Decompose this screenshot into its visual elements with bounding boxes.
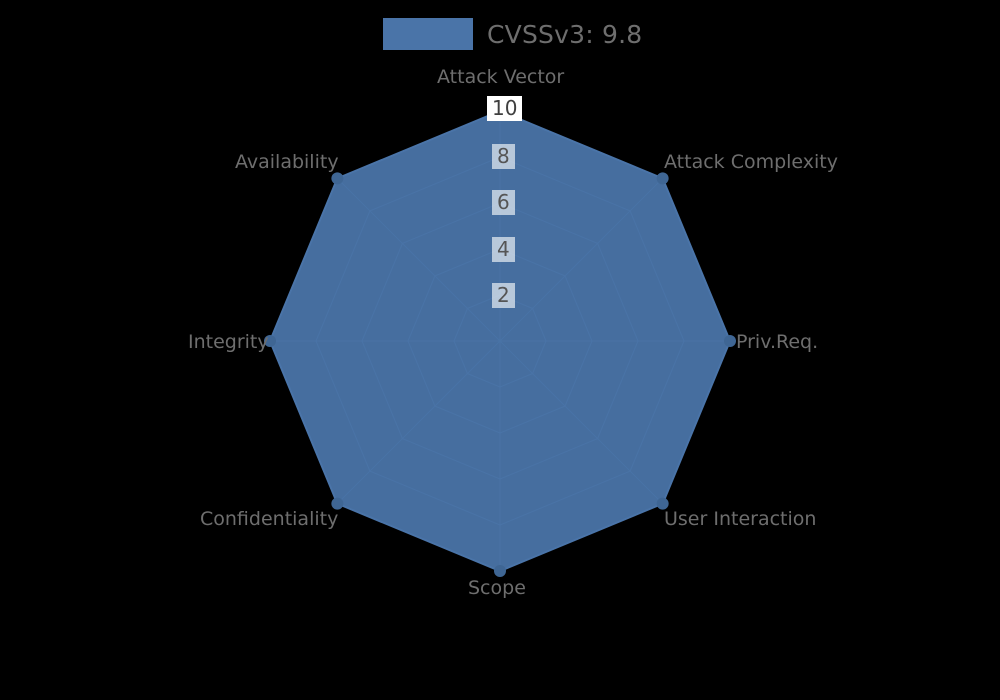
radar-axis-label: Attack Complexity xyxy=(664,151,839,173)
radar-data-point-marker xyxy=(656,172,669,185)
radar-axis-label: User Interaction xyxy=(664,508,817,530)
radar-data-point-marker xyxy=(331,497,344,510)
legend-swatch-cvssv3 xyxy=(383,18,473,50)
radar-axis-label: Priv.Req. xyxy=(736,331,819,353)
radar-axis-label: Scope xyxy=(468,577,526,599)
radar-radial-tick-label: 8 xyxy=(492,144,515,170)
radar-data-point-marker xyxy=(724,335,736,347)
radar-radial-tick-label: 4 xyxy=(492,237,515,263)
radar-axis-label: Integrity xyxy=(188,331,269,353)
chart-legend: CVSSv3: 9.8 xyxy=(383,16,642,52)
radar-radial-tick-label: 10 xyxy=(487,96,523,122)
radar-axis-label: Confidentiality xyxy=(200,508,339,530)
legend-label-cvssv3: CVSSv3: 9.8 xyxy=(487,19,643,49)
radar-data-point-marker xyxy=(494,565,506,577)
radar-radial-tick-label: 6 xyxy=(492,190,515,216)
radar-axis-label: Attack Vector xyxy=(437,66,565,88)
radar-data-point-marker xyxy=(264,335,276,347)
radar-data-point-marker xyxy=(656,497,669,510)
radar-radial-tick-label: 2 xyxy=(492,283,515,309)
radar-axis-label: Availability xyxy=(235,151,339,173)
radar-data-point-marker xyxy=(331,172,344,185)
